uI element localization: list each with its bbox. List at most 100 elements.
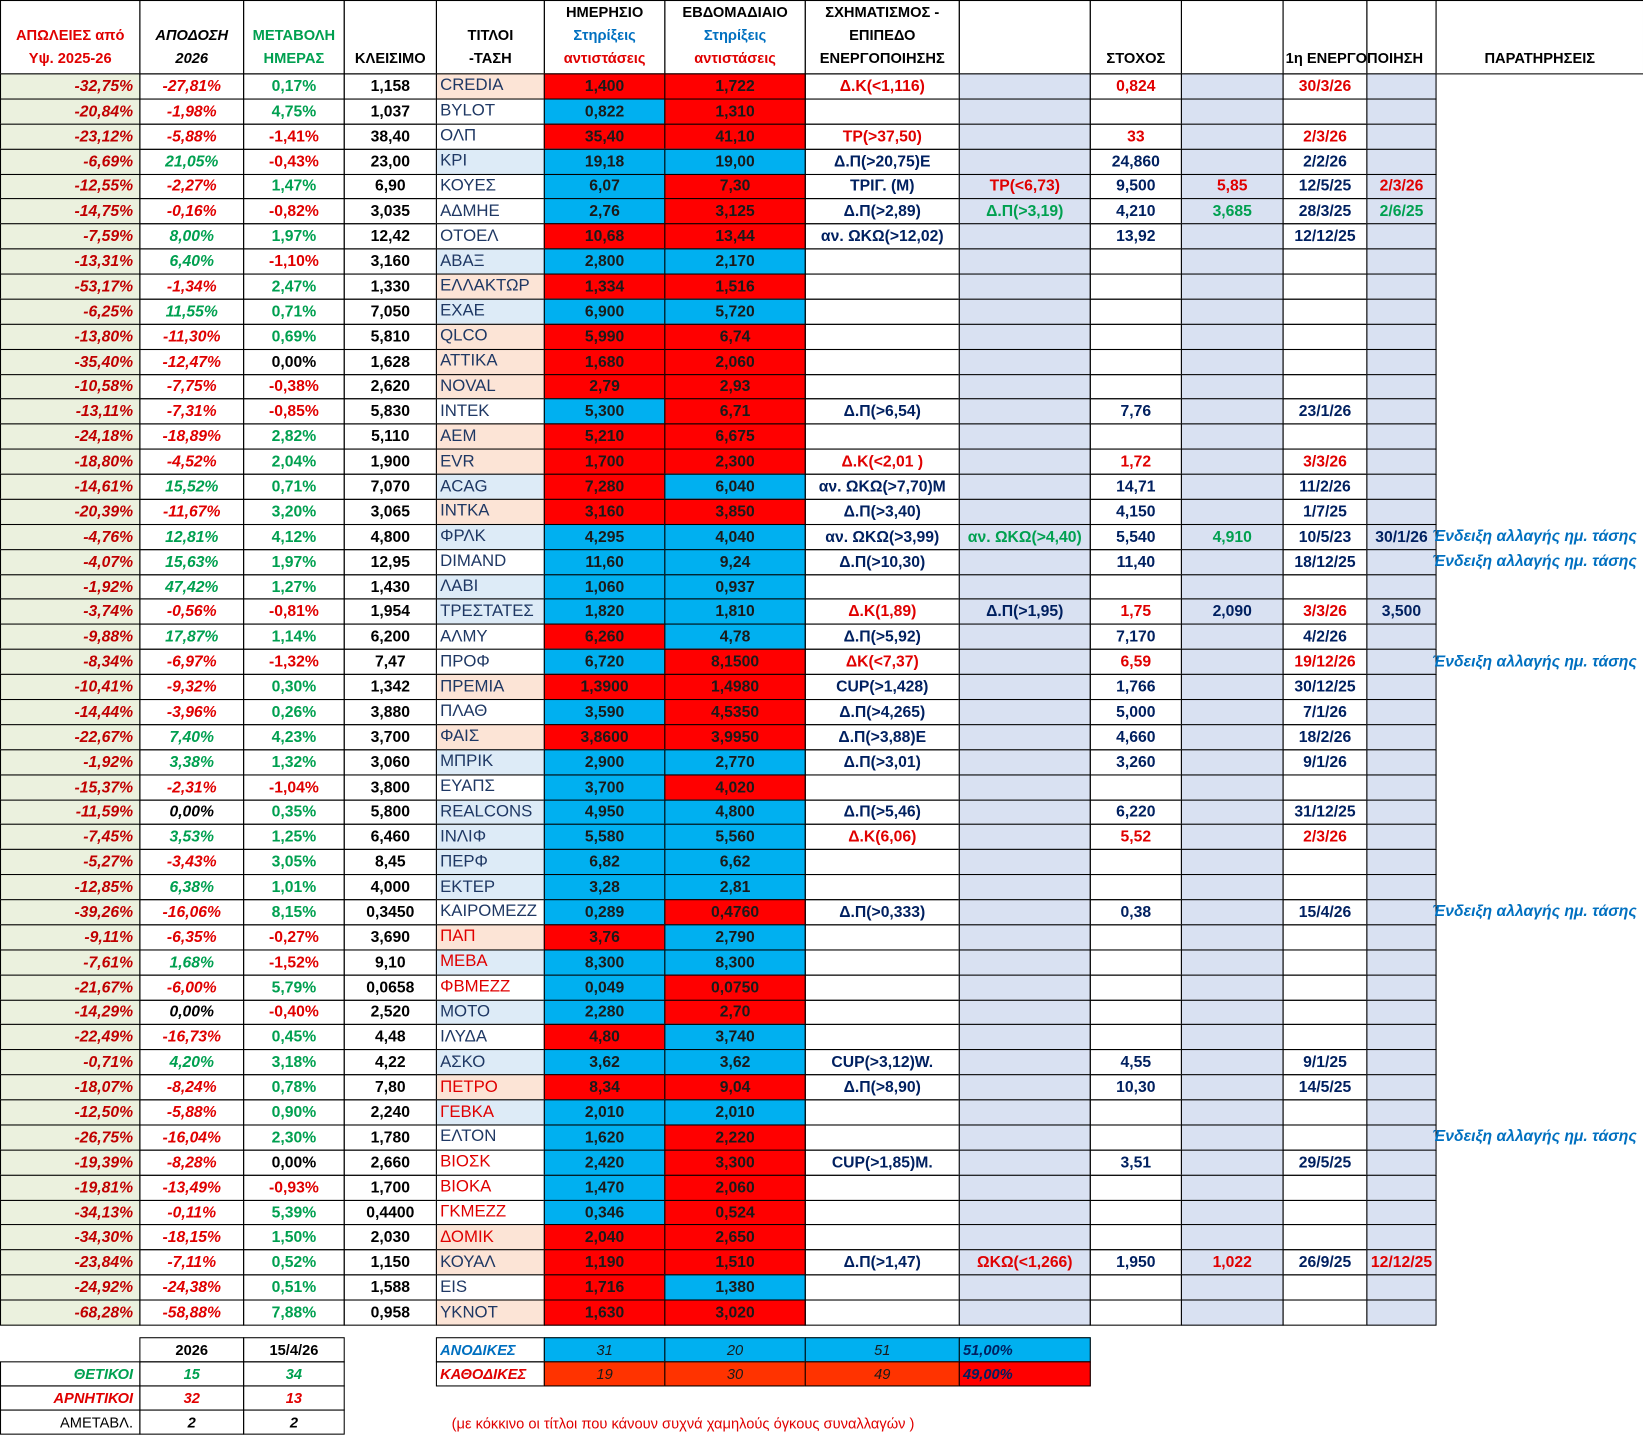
activation-2 [1366,423,1437,450]
target [1089,1099,1182,1126]
header-line: ΚΛΕΙΣΙΜΟ [354,49,426,67]
activation-2 [1366,623,1437,650]
return-2026: -24,38% [139,1274,245,1301]
return-2026: -11,30% [139,323,245,350]
return-2026: -2,31% [139,774,245,801]
header-line: 2026 [175,49,209,67]
return-2026: 17,87% [139,623,245,650]
daily-level: 3,700 [543,774,666,801]
close: 7,070 [343,473,437,500]
weekly-level: 8,300 [664,949,806,976]
target-2 [1180,373,1284,400]
target [1089,1024,1182,1051]
weekly-level: 7,30 [664,173,806,200]
first-activation: 2/2/26 [1282,148,1368,175]
weekly-level: 9,24 [664,548,806,575]
daily-level: 5,210 [543,423,666,450]
pattern: ΤΡΙΓ. (Μ) [804,173,960,200]
close: 1,150 [343,1249,437,1276]
pattern [804,1299,960,1326]
weekly-level: 2,790 [664,924,806,951]
target-2 [1180,73,1284,100]
close: 0,958 [343,1299,437,1326]
daily-change: -1,52% [243,949,345,976]
target-2 [1180,1099,1284,1126]
target [1089,1124,1182,1151]
ticker: ΑΕΜ [435,423,545,450]
close: 3,035 [343,198,437,225]
daily-change: 0,00% [243,348,345,375]
remark: Ένδειξη αλλαγής ημ. τάσης [1431,902,1637,921]
target [1089,874,1182,901]
loss-from-high: -24,92% [0,1274,141,1301]
header-cell: 1η ΕΝΕΡΓΟΠΟΙΗΣΗ [1282,0,1423,75]
pattern [804,874,960,901]
header-line: ΠΑΡΑΤΗΡΗΣΕΙΣ [1484,49,1596,67]
remark [1436,1074,1643,1099]
pattern: ΤΡ(>37,50) [804,123,960,150]
first-activation: 2/3/26 [1282,123,1368,150]
return-2026: -6,97% [139,648,245,676]
remark [1436,299,1643,324]
pattern: Δ.Κ(1,89) [804,598,960,625]
daily-change: 0,35% [243,799,345,826]
remark [1436,574,1643,599]
activation-2 [1366,749,1437,776]
activation-2 [1366,673,1437,701]
activation-2 [1366,874,1437,901]
activation-2 [1366,1274,1437,1301]
daily-change: 0,78% [243,1074,345,1101]
return-2026: 8,00% [139,223,245,250]
header-line: ΣΧΗΜΑΤΙΣΜΟΣ - [825,3,940,20]
target-2 [1180,98,1284,125]
daily-level: 2,800 [543,248,666,275]
target: 1,766 [1089,673,1182,701]
daily-change: 1,25% [243,824,345,851]
loss-from-high: -9,88% [0,623,141,650]
first-activation: 3/3/26 [1282,598,1368,625]
weekly-level: 2,170 [664,248,806,275]
weekly-level: 6,040 [664,473,806,500]
first-activation: 14/5/25 [1282,1074,1368,1101]
remark [1436,1149,1643,1174]
daily-change: -0,82% [243,198,345,225]
pattern-2 [958,1074,1091,1101]
pattern [804,1124,960,1151]
target-2 [1180,849,1284,876]
pattern-2 [958,223,1091,250]
target-2 [1180,623,1284,650]
return-2026: -18,89% [139,423,245,450]
remark [1436,799,1643,824]
pattern-2 [958,573,1091,600]
target-2 [1180,799,1284,826]
return-2026: -1,34% [139,273,245,300]
weekly-level: 8,1500 [664,648,806,676]
weekly-level: 3,62 [664,1049,806,1076]
weekly-level: 1,516 [664,273,806,300]
return-2026: -16,06% [139,899,245,926]
pattern-2 [958,1149,1091,1176]
ticker: DIMAND [435,548,545,575]
ticker: ΚΟΥΑΛ [435,1249,545,1276]
daily-level: 35,40 [543,123,666,150]
pattern: Δ.Π(>3,40) [804,498,960,525]
target-2 [1180,223,1284,250]
first-activation: 29/5/25 [1282,1149,1368,1176]
target-2 [1180,749,1284,776]
weekly-level: 5,720 [664,298,806,325]
daily-change: 0,45% [243,1024,345,1051]
target-2 [1180,899,1284,926]
trend-label: ΚΑΘΟΔΙΚΕΣ [435,1361,545,1387]
pattern [804,774,960,801]
pattern [804,999,960,1026]
header-cell: ΗΜΕΡΗΣΙΟ Στηρίξεις αντιστάσεις [543,0,666,75]
first-activation: 30/12/25 [1282,673,1368,701]
remark [1436,274,1643,299]
ticker: ΔΟΜΙΚ [435,1224,545,1251]
loss-from-high: -10,41% [0,673,141,701]
remark [1436,73,1643,98]
activation-2 [1366,73,1437,100]
daily-change: 1,32% [243,749,345,776]
ticker: ΑΣΚΟ [435,1049,545,1076]
daily-level: 1,334 [543,273,666,300]
